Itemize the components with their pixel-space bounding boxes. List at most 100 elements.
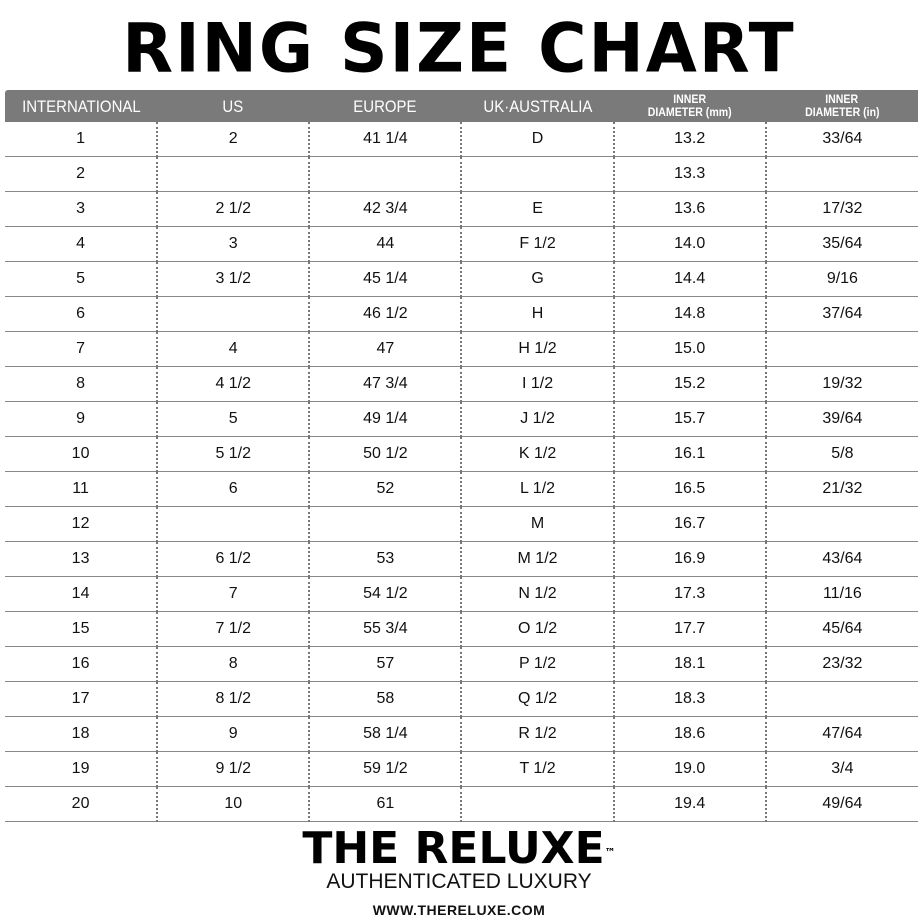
table-cell: 3 1/2	[156, 261, 310, 297]
table-cell: 19.4	[612, 786, 766, 822]
table-cell: 59 1/2	[308, 751, 462, 787]
table-cell: 3	[5, 191, 158, 227]
table-cell: 47/64	[764, 716, 918, 752]
table-cell: 17.7	[612, 611, 766, 647]
table-cell: 14.0	[612, 226, 766, 262]
table-cell: 11	[5, 471, 158, 507]
table-cell: 16.7	[612, 506, 766, 542]
page-title: RING SIZE CHART	[122, 9, 796, 88]
table-cell: 58 1/4	[308, 716, 462, 752]
table-cell: 39/64	[764, 401, 918, 437]
table-cell: 35/64	[764, 226, 918, 262]
table-cell: 57	[308, 646, 462, 682]
table-cell: 17.3	[612, 576, 766, 612]
table-cell: F 1/2	[460, 226, 614, 262]
table-cell: 50 1/2	[308, 436, 462, 472]
table-header-row: INTERNATIONAL US EUROPE UK·AUSTRALIA INNER DI…	[5, 90, 918, 122]
table-row: 19 9 1/2 59 1/2 T 1/2 19.0 3/4	[5, 751, 918, 787]
table-cell: 6	[156, 471, 310, 507]
table-cell: J 1/2	[460, 401, 614, 437]
table-cell: 20	[5, 786, 158, 822]
table-cell: 9	[5, 401, 158, 437]
table-cell: 9 1/2	[156, 751, 310, 787]
table-cell: 10	[156, 786, 310, 822]
table-cell: 13.2	[612, 122, 766, 157]
table-cell	[764, 681, 918, 717]
table-cell: T 1/2	[460, 751, 614, 787]
table-cell: 53	[308, 541, 462, 577]
table-cell: 17	[5, 681, 158, 717]
table-cell: 6	[5, 296, 158, 332]
table-row: 11 6 52 L 1/2 16.5 21/32	[5, 471, 918, 507]
table-cell	[764, 331, 918, 367]
table-cell: 47 3/4	[308, 366, 462, 402]
table-cell: 12	[5, 506, 158, 542]
column-header: UK·AUSTRALIA	[461, 90, 614, 122]
table-cell: 15	[5, 611, 158, 647]
table-cell: P 1/2	[460, 646, 614, 682]
table-cell: 18.3	[612, 681, 766, 717]
table-cell: 3/4	[764, 751, 918, 787]
table-cell: 54 1/2	[308, 576, 462, 612]
table-row: 2 13.3	[5, 156, 918, 192]
table-cell: 14.4	[612, 261, 766, 297]
table-cell: 16.9	[612, 541, 766, 577]
table-cell: 19	[5, 751, 158, 787]
table-cell: 49/64	[764, 786, 918, 822]
table-cell: 9	[156, 716, 310, 752]
table-cell: 4	[5, 226, 158, 262]
table-cell	[156, 296, 310, 332]
column-header: EUROPE	[309, 90, 462, 122]
table-cell: 46 1/2	[308, 296, 462, 332]
table-row: 4 3 44 F 1/2 14.0 35/64	[5, 226, 918, 262]
table-cell: K 1/2	[460, 436, 614, 472]
table-cell	[156, 506, 310, 542]
table-cell: 5/8	[764, 436, 918, 472]
table-cell: 14.8	[612, 296, 766, 332]
table-cell: E	[460, 191, 614, 227]
column-header: INNER DIAMETER (in)	[765, 90, 918, 122]
table-row: 16 8 57 P 1/2 18.1 23/32	[5, 646, 918, 682]
table-cell: I 1/2	[460, 366, 614, 402]
table-cell: 43/64	[764, 541, 918, 577]
table-cell: 4 1/2	[156, 366, 310, 402]
table-cell: 23/32	[764, 646, 918, 682]
table-cell: 1	[5, 122, 158, 157]
table-cell: 15.0	[612, 331, 766, 367]
table-cell: H 1/2	[460, 331, 614, 367]
table-cell: 6 1/2	[156, 541, 310, 577]
table-row: 13 6 1/2 53 M 1/2 16.9 43/64	[5, 541, 918, 577]
table-cell: 18.1	[612, 646, 766, 682]
table-cell: 5 1/2	[156, 436, 310, 472]
table-cell: 58	[308, 681, 462, 717]
table-cell: 44	[308, 226, 462, 262]
table-row: 15 7 1/2 55 3/4 O 1/2 17.7 45/64	[5, 611, 918, 647]
table-row: 6 46 1/2 H 14.8 37/64	[5, 296, 918, 332]
table-cell: 49 1/4	[308, 401, 462, 437]
table-cell: 16.5	[612, 471, 766, 507]
table-cell: H	[460, 296, 614, 332]
table-cell: N 1/2	[460, 576, 614, 612]
table-cell	[764, 156, 918, 192]
column-header: INTERNATIONAL	[5, 90, 158, 122]
table-cell	[460, 156, 614, 192]
table-cell: 17/32	[764, 191, 918, 227]
table-cell: 55 3/4	[308, 611, 462, 647]
table-cell	[764, 506, 918, 542]
table-cell: 2	[156, 122, 310, 157]
table-cell: 5	[5, 261, 158, 297]
table-cell: 8 1/2	[156, 681, 310, 717]
table-row: 14 7 54 1/2 N 1/2 17.3 11/16	[5, 576, 918, 612]
table-cell: 2	[5, 156, 158, 192]
brand-tagline: AUTHENTICATED LUXURY	[326, 870, 592, 893]
table-cell: 19.0	[612, 751, 766, 787]
brand-logo: THE RELUXE™	[302, 823, 616, 874]
table-row: 18 9 58 1/4 R 1/2 18.6 47/64	[5, 716, 918, 752]
table-row: 12 M 16.7	[5, 506, 918, 542]
table-cell: 21/32	[764, 471, 918, 507]
table-cell: 7 1/2	[156, 611, 310, 647]
table-cell: 7	[156, 576, 310, 612]
